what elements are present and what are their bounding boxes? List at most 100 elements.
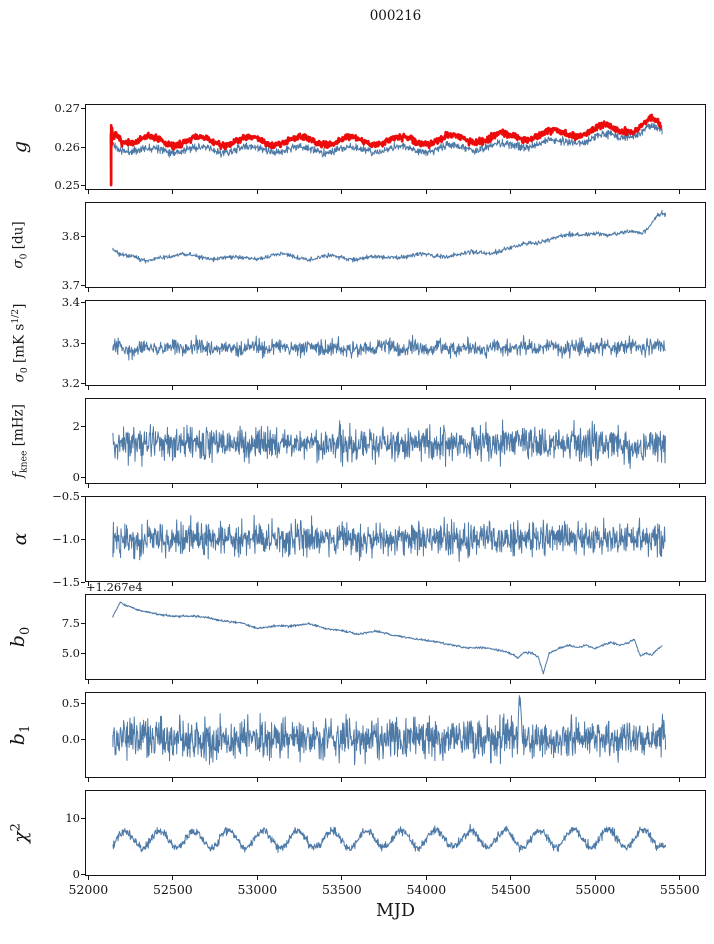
xtick-mark-b0 xyxy=(172,680,174,684)
y-axis-label-alpha: α xyxy=(9,532,31,546)
xtick-mark-b0 xyxy=(425,680,427,684)
g-main xyxy=(109,113,662,187)
xtick-mark-sigma0-du xyxy=(172,288,174,292)
ytick-mark-fknee xyxy=(81,477,85,479)
xtick-mark-b1 xyxy=(87,778,89,782)
xtick-mark-fknee xyxy=(679,484,681,488)
ytick-label-sigma0-du: 3.7 xyxy=(61,278,80,293)
xtick-mark-chi2 xyxy=(425,876,427,880)
ytick-mark-chi2 xyxy=(81,873,85,875)
xtick-mark-fknee xyxy=(594,484,596,488)
xtick-mark-sigma0-du xyxy=(679,288,681,292)
ytick-label-b0: 7.5 xyxy=(61,615,80,630)
xtick-mark-fknee xyxy=(341,484,343,488)
xtick-label: 52000 xyxy=(68,882,109,897)
ytick-mark-g xyxy=(81,184,85,186)
xtick-mark-sigma0-mk xyxy=(510,386,512,390)
ytick-mark-b1 xyxy=(81,738,85,740)
xtick-mark-g xyxy=(679,190,681,194)
xtick-mark-chi2 xyxy=(679,876,681,880)
ytick-label-b0: 5.0 xyxy=(61,646,80,661)
xtick-mark-g xyxy=(510,190,512,194)
xtick-mark-alpha xyxy=(256,582,258,586)
ytick-label-sigma0-du: 3.8 xyxy=(61,229,80,244)
xtick-mark-b0 xyxy=(341,680,343,684)
xtick-mark-sigma0-mk xyxy=(172,386,174,390)
chi2-line xyxy=(112,823,666,854)
ytick-label-b1: 0.0 xyxy=(61,731,80,746)
ytick-label-fknee: 2 xyxy=(72,418,80,433)
x-axis-label: MJD xyxy=(376,901,415,921)
ytick-mark-sigma0-du xyxy=(81,285,85,287)
xtick-mark-b0 xyxy=(87,680,89,684)
ytick-label-b1: 0.5 xyxy=(61,696,80,711)
xtick-label: 54000 xyxy=(406,882,447,897)
xtick-mark-sigma0-mk xyxy=(594,386,596,390)
axes-alpha xyxy=(85,496,706,582)
xtick-mark-sigma0-du xyxy=(341,288,343,292)
b1-line xyxy=(112,695,666,766)
xtick-mark-alpha xyxy=(425,582,427,586)
ytick-label-sigma0-mk: 3.3 xyxy=(61,335,80,350)
ytick-label-sigma0-mk: 3.4 xyxy=(61,294,80,309)
xtick-mark-sigma0-mk xyxy=(425,386,427,390)
y-axis-label-b0: b0 xyxy=(7,626,33,648)
ytick-label-g: 0.26 xyxy=(54,139,80,154)
xtick-mark-g xyxy=(172,190,174,194)
fknee-line xyxy=(112,419,666,470)
ytick-mark-sigma0-mk xyxy=(81,342,85,344)
xtick-mark-alpha xyxy=(341,582,343,586)
axes-sigma0-du xyxy=(85,202,706,288)
xtick-mark-chi2 xyxy=(510,876,512,880)
xtick-mark-chi2 xyxy=(172,876,174,880)
xtick-mark-g xyxy=(425,190,427,194)
xtick-mark-sigma0-du xyxy=(425,288,427,292)
axes-chi2 xyxy=(85,790,706,876)
xtick-mark-sigma0-du xyxy=(87,288,89,292)
xtick-mark-alpha xyxy=(594,582,596,586)
ytick-label-fknee: 0 xyxy=(72,470,80,485)
b0-axis-offset-text: +1.267e4 xyxy=(86,580,143,594)
xtick-mark-b0 xyxy=(594,680,596,684)
xtick-mark-fknee xyxy=(425,484,427,488)
ytick-mark-sigma0-mk xyxy=(81,383,85,385)
xtick-mark-b1 xyxy=(341,778,343,782)
xtick-mark-sigma0-du xyxy=(594,288,596,292)
xtick-mark-g xyxy=(87,190,89,194)
ytick-mark-alpha xyxy=(81,581,85,583)
ytick-mark-sigma0-du xyxy=(81,236,85,238)
xtick-mark-g xyxy=(256,190,258,194)
ytick-mark-alpha xyxy=(81,538,85,540)
y-axis-label-b1: b1 xyxy=(7,724,33,746)
xtick-mark-alpha xyxy=(510,582,512,586)
xtick-mark-chi2 xyxy=(341,876,343,880)
xtick-mark-fknee xyxy=(87,484,89,488)
y-axis-label-fknee: fknee [mHz] xyxy=(10,404,30,478)
ytick-mark-fknee xyxy=(81,425,85,427)
xtick-label: 52500 xyxy=(152,882,193,897)
xtick-mark-sigma0-mk xyxy=(87,386,89,390)
b0-line xyxy=(112,601,663,675)
xtick-mark-sigma0-mk xyxy=(341,386,343,390)
axes-g xyxy=(85,104,706,190)
alpha-line xyxy=(112,514,666,562)
ytick-label-sigma0-mk: 3.2 xyxy=(61,376,80,391)
ytick-label-g: 0.25 xyxy=(54,177,80,192)
y-axis-label-sigma0-du: σ0 [du] xyxy=(10,221,30,269)
xtick-label: 55000 xyxy=(575,882,616,897)
xtick-mark-fknee xyxy=(256,484,258,488)
ytick-mark-b0 xyxy=(81,653,85,655)
ytick-label-alpha: −1.0 xyxy=(52,531,80,546)
axes-b0 xyxy=(85,594,706,680)
xtick-mark-b1 xyxy=(425,778,427,782)
xtick-mark-sigma0-mk xyxy=(256,386,258,390)
xtick-mark-alpha xyxy=(87,582,89,586)
xtick-label: 55500 xyxy=(659,882,700,897)
xtick-mark-b0 xyxy=(510,680,512,684)
xtick-mark-fknee xyxy=(172,484,174,488)
xtick-mark-g xyxy=(594,190,596,194)
ytick-mark-g xyxy=(81,108,85,110)
xtick-mark-b1 xyxy=(679,778,681,782)
axes-fknee xyxy=(85,398,706,484)
axes-b1 xyxy=(85,692,706,778)
